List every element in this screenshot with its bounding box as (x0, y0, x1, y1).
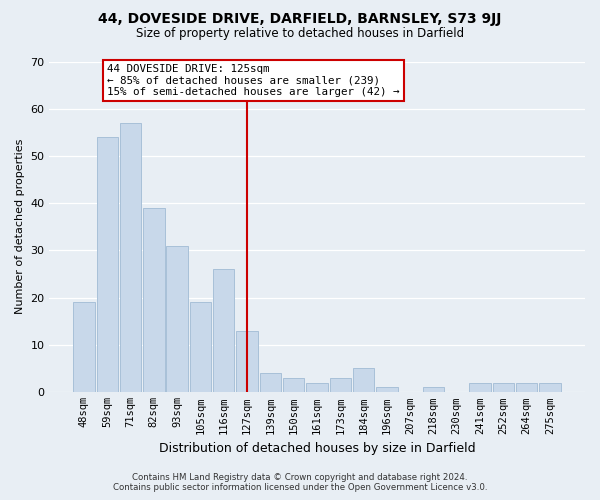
Bar (469, 382, 491, 392)
Text: Contains HM Land Registry data © Crown copyright and database right 2024.
Contai: Contains HM Land Registry data © Crown c… (113, 473, 487, 492)
Bar (539, 382, 560, 392)
Text: 44 DOVESIDE DRIVE: 125sqm
← 85% of detached houses are smaller (239)
15% of semi: 44 DOVESIDE DRIVE: 125sqm ← 85% of detac… (107, 64, 400, 97)
Bar (493, 382, 514, 392)
Bar (166, 246, 188, 392)
Bar (376, 388, 398, 392)
Bar (353, 368, 374, 392)
Bar (329, 378, 351, 392)
Bar (260, 373, 281, 392)
Bar (516, 382, 538, 392)
Bar (236, 330, 258, 392)
Bar (283, 378, 304, 392)
Bar (73, 302, 95, 392)
Y-axis label: Number of detached properties: Number of detached properties (15, 139, 25, 314)
Text: 44, DOVESIDE DRIVE, DARFIELD, BARNSLEY, S73 9JJ: 44, DOVESIDE DRIVE, DARFIELD, BARNSLEY, … (98, 12, 502, 26)
Bar (190, 302, 211, 392)
Bar (213, 269, 235, 392)
Bar (143, 208, 164, 392)
Bar (306, 382, 328, 392)
Bar (97, 137, 118, 392)
Bar (423, 388, 444, 392)
X-axis label: Distribution of detached houses by size in Darfield: Distribution of detached houses by size … (158, 442, 475, 455)
Text: Size of property relative to detached houses in Darfield: Size of property relative to detached ho… (136, 28, 464, 40)
Bar (120, 123, 141, 392)
